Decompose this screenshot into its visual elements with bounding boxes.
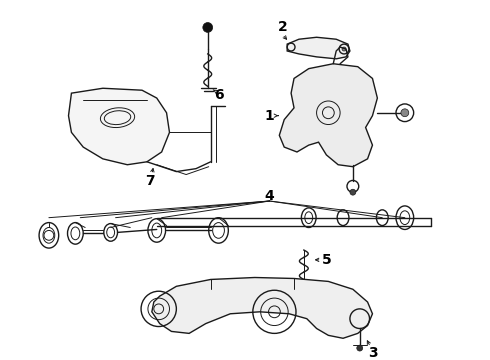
Text: 6: 6 (214, 88, 223, 102)
Circle shape (357, 345, 363, 351)
Text: 7: 7 (145, 174, 155, 188)
Circle shape (342, 47, 346, 51)
Polygon shape (279, 64, 377, 167)
Polygon shape (287, 37, 350, 59)
Text: 4: 4 (265, 189, 274, 203)
Text: 2: 2 (277, 21, 287, 35)
Circle shape (350, 189, 356, 195)
Polygon shape (152, 278, 372, 338)
Text: 1: 1 (265, 109, 274, 123)
Circle shape (203, 23, 213, 32)
Text: 5: 5 (321, 253, 331, 267)
Circle shape (401, 109, 409, 117)
Polygon shape (69, 88, 170, 165)
Text: 3: 3 (368, 346, 377, 360)
